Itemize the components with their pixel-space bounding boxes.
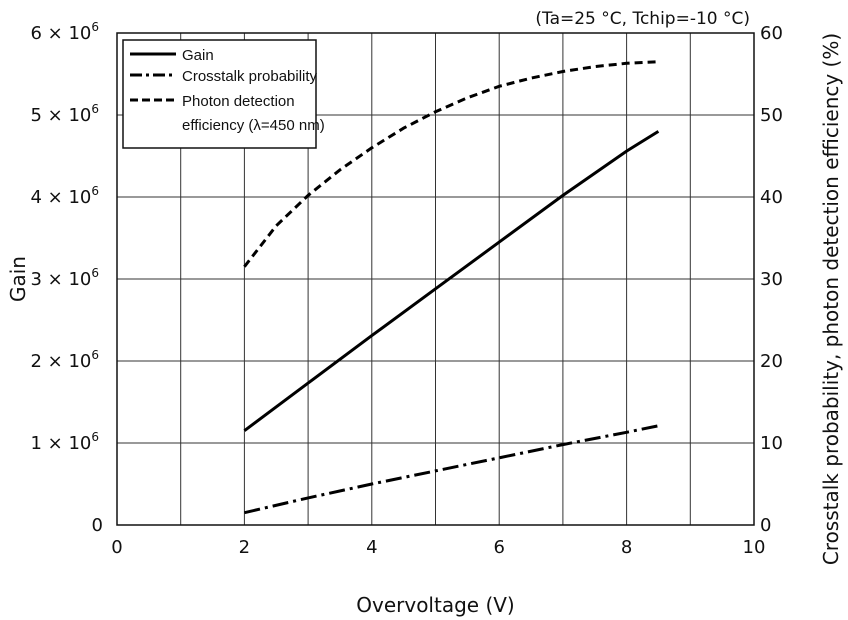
y-right-tick-label: 30 bbox=[760, 269, 783, 290]
y-right-tick-label: 40 bbox=[760, 187, 783, 208]
y-right-tick-label: 60 bbox=[760, 23, 783, 44]
condition-note: (Ta=25 °C, Tchip=-10 °C) bbox=[535, 9, 750, 29]
grid bbox=[117, 33, 754, 525]
y-left-tick-label: 3 × 106 bbox=[30, 266, 99, 290]
legend-box bbox=[122, 39, 317, 149]
series-line-2 bbox=[244, 424, 659, 515]
y-right-tick-label: 0 bbox=[760, 515, 771, 536]
y-left-tick-label: 5 × 106 bbox=[30, 102, 99, 126]
y-left-tick-label: 2 × 106 bbox=[30, 348, 99, 372]
series-line-1 bbox=[243, 130, 660, 432]
x-tick-label: 10 bbox=[743, 537, 766, 558]
x-tick-label: 4 bbox=[366, 537, 377, 558]
x-tick-label: 8 bbox=[621, 537, 632, 558]
y-axis-right-label: Crosstalk probability, photon detection … bbox=[819, 33, 843, 565]
legend: Gain Crosstalk probability Photon detectio… bbox=[122, 39, 325, 149]
legend-label: Photon detection bbox=[182, 93, 295, 110]
x-axis-label: Overvoltage (V) bbox=[356, 593, 514, 617]
x-tick-label: 0 bbox=[111, 537, 122, 558]
y-right-tick-label: 50 bbox=[760, 105, 783, 126]
series-layer bbox=[243, 60, 660, 515]
y-right-tick-label: 20 bbox=[760, 351, 783, 372]
y-left-tick-label: 0 bbox=[92, 515, 103, 536]
x-tick-label: 6 bbox=[493, 537, 504, 558]
y-left-tick-label: 4 × 106 bbox=[30, 184, 99, 208]
legend-label: Gain bbox=[182, 47, 214, 64]
y-left-tick-label: 6 × 106 bbox=[30, 20, 99, 44]
x-tick-label: 2 bbox=[239, 537, 250, 558]
y-axis-left-label: Gain bbox=[6, 256, 30, 302]
y-left-tick-label: 1 × 106 bbox=[30, 430, 99, 454]
legend-label: Crosstalk probability bbox=[182, 68, 318, 85]
series-line-3 bbox=[243, 60, 659, 268]
y-right-tick-label: 10 bbox=[760, 433, 783, 454]
plot-frame bbox=[116, 32, 755, 526]
legend-label: efficiency (λ=450 nm) bbox=[182, 117, 325, 134]
